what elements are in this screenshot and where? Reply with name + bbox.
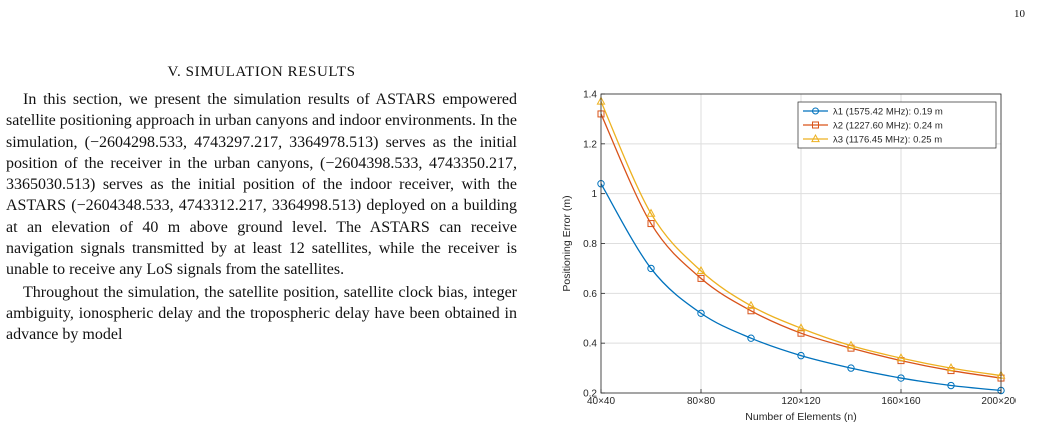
series-2-point bbox=[797, 329, 805, 337]
x-tick-label: 40×40 bbox=[587, 396, 616, 407]
legend-label-2: λ2 (1227.60 MHz): 0.24 m bbox=[833, 121, 943, 132]
y-tick-label: 1.2 bbox=[583, 139, 597, 150]
series-line-2 bbox=[600, 113, 1002, 379]
legend-marker-3 bbox=[811, 133, 820, 143]
series-3-point bbox=[946, 363, 956, 372]
axis-layer: 40×40 80×80 120×120 160×160 200×200 0.2 0.4 0.6… bbox=[561, 90, 1021, 424]
series-1-point bbox=[797, 351, 805, 360]
series-1-point bbox=[847, 364, 855, 372]
paragraph-simulation-setup: In this section, we present the simulati… bbox=[6, 91, 517, 279]
y-tick-label: 0.2 bbox=[583, 389, 597, 400]
series-layer bbox=[596, 96, 1006, 395]
chart-svg: 40×40 80×80 120×120 160×160 200×200 0.2 0.4 0.6… bbox=[561, 90, 1021, 424]
series-1-point bbox=[697, 309, 705, 317]
y-tick-label: 0.8 bbox=[583, 239, 597, 250]
legend-label-3: λ3 (1176.45 MHz): 0.25 m bbox=[833, 135, 942, 146]
series-2-point bbox=[697, 274, 705, 282]
x-tick-label: 80×80 bbox=[687, 396, 716, 407]
positioning-error-chart: 40×40 80×80 120×120 160×160 200×200 0.2 0.4 0.6… bbox=[556, 86, 1021, 436]
series-3-point bbox=[896, 353, 906, 362]
legend-marker-1 bbox=[812, 107, 819, 115]
paragraph-simulation-assumptions: Throughout the simulation, the satellite… bbox=[6, 283, 517, 344]
section-heading: V. SIMULATION RESULTS bbox=[167, 64, 356, 80]
y-tick-label: 0.4 bbox=[583, 339, 597, 350]
y-tick-label: 1.4 bbox=[583, 90, 597, 101]
chart-legend: λ1 (1575.42 MHz): 0.19 m λ2 (1227.60 MHz)… bbox=[797, 101, 997, 149]
series-3-point bbox=[746, 300, 756, 309]
y-tick-label: 1 bbox=[591, 189, 597, 200]
x-tick-label: 120×120 bbox=[781, 396, 821, 407]
series-1-point bbox=[947, 381, 955, 390]
legend-box bbox=[797, 101, 997, 149]
series-1-point bbox=[897, 374, 905, 382]
series-2-point bbox=[647, 220, 655, 228]
legend-label-1: λ1 (1575.42 MHz): 0.19 m bbox=[833, 107, 943, 118]
x-axis-label: Number of Elements (n) bbox=[745, 411, 856, 423]
series-3-point bbox=[846, 340, 856, 349]
series-line-3 bbox=[600, 101, 1002, 377]
x-tick-label: 200×200 bbox=[981, 396, 1016, 407]
series-3-point bbox=[696, 265, 706, 275]
series-3-point bbox=[646, 208, 656, 217]
y-axis-label: Positioning Error (m) bbox=[561, 195, 573, 291]
series-3-point bbox=[796, 323, 806, 332]
page-number: 10 bbox=[1014, 8, 1025, 20]
y-tick-label: 0.6 bbox=[583, 289, 597, 300]
text-column: V. SIMULATION RESULTS In this section, w… bbox=[6, 56, 517, 346]
legend-marker-2 bbox=[812, 121, 819, 129]
x-tick-label: 160×160 bbox=[881, 396, 921, 407]
series-1-point bbox=[747, 334, 755, 342]
series-1-point bbox=[647, 264, 655, 273]
series-2-point bbox=[747, 307, 755, 315]
